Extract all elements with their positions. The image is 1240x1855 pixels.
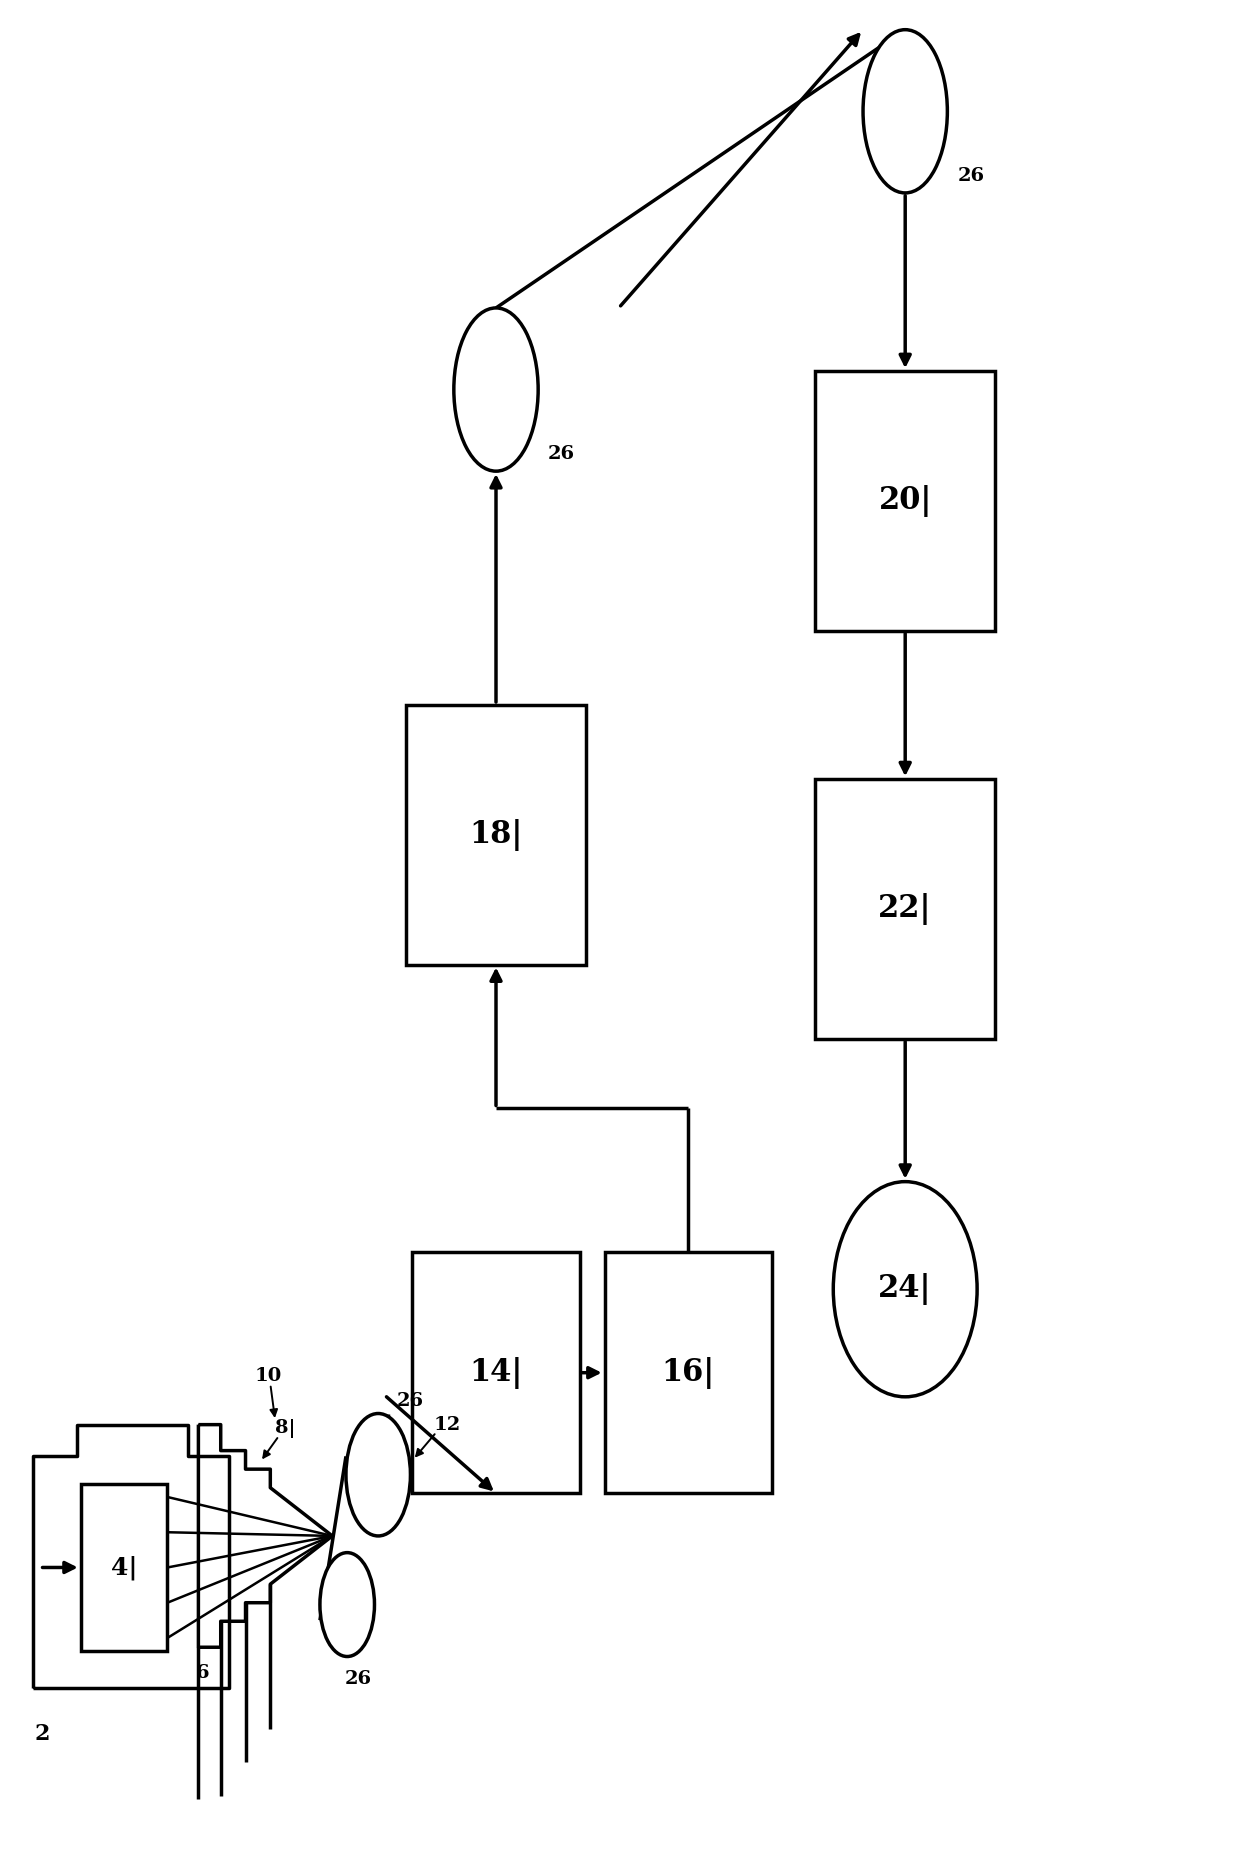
Text: 14|: 14| [469,1356,523,1389]
Bar [816,779,994,1039]
Text: 18|: 18| [469,818,523,851]
Text: 22|: 22| [878,892,932,926]
Text: 4|: 4| [110,1554,138,1580]
Text: 2: 2 [35,1723,50,1746]
Text: 26: 26 [548,445,575,464]
Ellipse shape [346,1414,410,1536]
Bar [407,705,587,965]
Bar [412,1252,580,1493]
Text: 10: 10 [254,1367,281,1386]
Text: 8|: 8| [275,1419,296,1438]
Text: 12: 12 [434,1415,461,1434]
Bar [816,371,994,631]
Circle shape [833,1182,977,1397]
Bar [81,1484,167,1651]
Ellipse shape [454,308,538,471]
Text: 16|: 16| [661,1356,715,1389]
Ellipse shape [863,30,947,193]
Text: 26: 26 [345,1670,372,1688]
Bar [605,1252,771,1493]
Ellipse shape [320,1553,374,1657]
Text: 26: 26 [957,167,985,186]
Text: 20|: 20| [878,484,932,518]
Text: 24|: 24| [878,1273,932,1306]
Text: 6: 6 [196,1664,210,1682]
Text: 26: 26 [397,1391,424,1410]
